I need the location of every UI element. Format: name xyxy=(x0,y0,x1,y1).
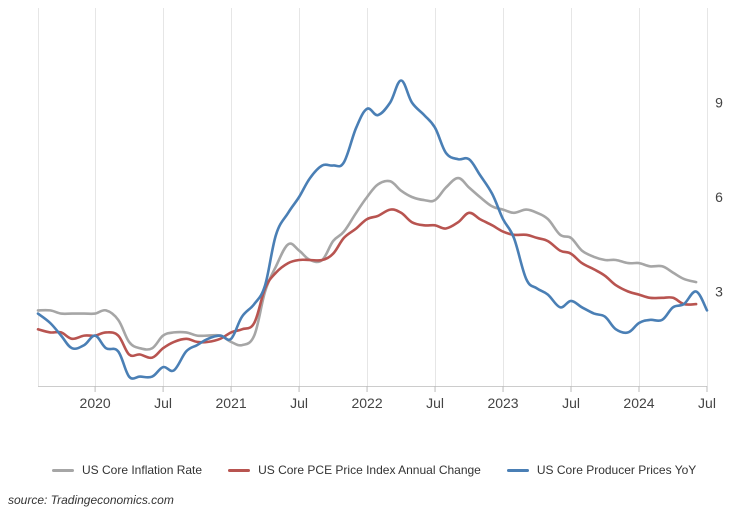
legend-item[interactable]: US Core Producer Prices YoY xyxy=(506,463,697,477)
x-tick-label: 2023 xyxy=(487,395,518,411)
legend-item[interactable]: US Core Inflation Rate xyxy=(52,463,202,477)
legend-swatch xyxy=(228,468,251,472)
legend-swatch xyxy=(506,468,529,472)
legend: US Core Inflation Rate US Core PCE Price … xyxy=(52,463,722,477)
legend-label: US Core PCE Price Index Annual Change xyxy=(258,463,481,477)
series-line-core-ppi xyxy=(36,79,709,380)
series-line-core-pce xyxy=(36,208,698,360)
legend-label: US Core Inflation Rate xyxy=(82,463,203,477)
x-tick-label: Jul xyxy=(290,395,308,411)
legend-label: US Core Producer Prices YoY xyxy=(536,463,697,477)
x-tick-label: Jul xyxy=(426,395,444,411)
x-tick-label: Jul xyxy=(698,395,716,411)
source-caption: source: Tradingeconomics.com xyxy=(8,493,174,507)
x-tick-label: Jul xyxy=(154,395,172,411)
y-tick-label: 6 xyxy=(715,189,723,205)
x-tick-label: 2022 xyxy=(351,395,382,411)
x-tick-label: 2020 xyxy=(80,395,111,411)
legend-item[interactable]: US Core PCE Price Index Annual Change xyxy=(228,463,481,477)
series-line-core-inflation xyxy=(36,176,698,351)
y-tick-label: 9 xyxy=(715,95,723,111)
x-tick-label: Jul xyxy=(562,395,580,411)
chart: 2020 Jul 2021 Jul 2022 Jul 2023 Jul 2024 Jul 3 6 9 xyxy=(36,8,723,411)
legend-swatch xyxy=(52,468,74,472)
y-tick-label: 3 xyxy=(715,284,723,300)
x-tick-label: 2021 xyxy=(216,395,247,411)
x-tick-label: 2024 xyxy=(623,395,654,411)
